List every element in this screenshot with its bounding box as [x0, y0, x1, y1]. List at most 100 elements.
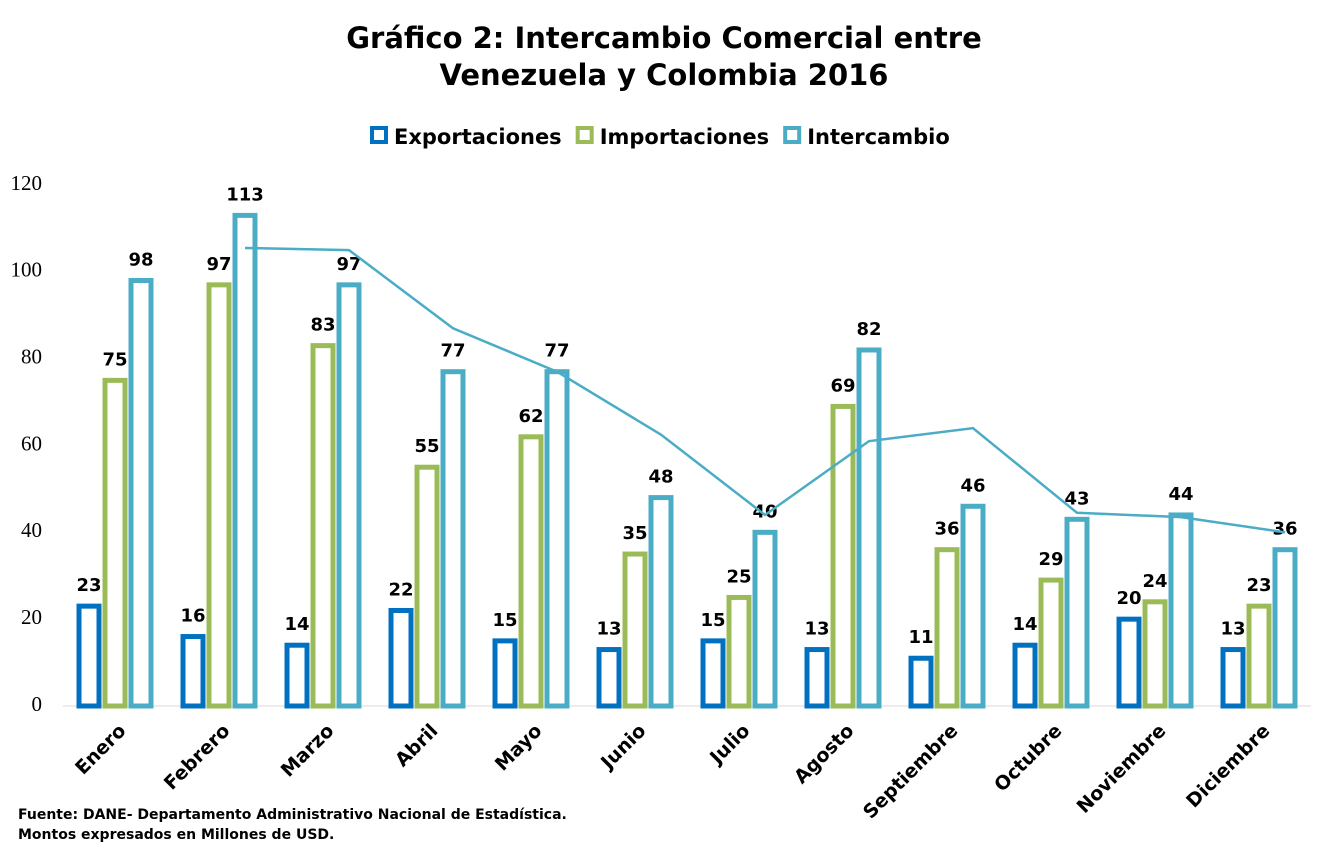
legend-label: Intercambio	[807, 125, 950, 149]
data-label: 23	[1246, 575, 1271, 596]
bar	[232, 212, 258, 709]
bar	[206, 282, 232, 709]
x-tick-label: Marzo	[277, 720, 339, 782]
x-tick-label: Diciembre	[1182, 720, 1274, 812]
data-label: 14	[284, 614, 309, 635]
bar	[102, 377, 128, 709]
data-label: 22	[388, 579, 413, 600]
legend-marker	[370, 126, 388, 144]
legend-marker	[783, 126, 802, 144]
bar	[1038, 577, 1064, 709]
chart-title: Venezuela y Colombia 2016	[439, 58, 888, 92]
bar	[908, 655, 934, 709]
legend-marker	[575, 126, 594, 144]
data-label: 82	[856, 319, 881, 340]
data-label: 15	[700, 610, 725, 631]
bar	[700, 638, 726, 709]
data-label: 20	[1116, 588, 1141, 609]
bar	[726, 594, 752, 709]
bar	[1168, 512, 1194, 709]
x-tick-label: Enero	[71, 720, 130, 779]
data-label: 11	[908, 627, 933, 648]
bar	[414, 464, 440, 709]
data-label: 83	[310, 315, 335, 336]
data-label: 13	[1220, 619, 1245, 640]
bar	[1116, 616, 1142, 709]
bar	[310, 343, 336, 709]
bar	[336, 282, 362, 709]
data-label: 15	[492, 610, 517, 631]
data-label: 29	[1038, 549, 1063, 570]
bar	[960, 503, 986, 709]
bar	[1012, 642, 1038, 709]
bar	[128, 278, 154, 709]
y-tick-label: 60	[21, 431, 42, 455]
bar	[518, 434, 544, 709]
bar	[856, 347, 882, 709]
bar	[1272, 547, 1298, 709]
data-label: 77	[544, 341, 569, 362]
bar	[934, 547, 960, 709]
bar	[648, 495, 674, 709]
data-label: 97	[206, 254, 231, 275]
bar	[830, 403, 856, 709]
y-tick-label: 100	[11, 258, 43, 282]
data-label: 55	[414, 436, 439, 457]
y-tick-label: 80	[21, 344, 42, 368]
data-label: 43	[1064, 488, 1089, 509]
y-tick-label: 0	[32, 692, 43, 716]
bar	[492, 638, 518, 709]
data-label: 97	[336, 254, 361, 275]
data-label: 98	[128, 250, 153, 271]
y-tick-label: 120	[11, 171, 43, 195]
legend-label: Exportaciones	[394, 125, 562, 149]
data-label: 44	[1168, 484, 1193, 505]
x-tick-label: Agosto	[790, 720, 858, 788]
bar	[752, 529, 778, 709]
footnote: Fuente: DANE- Departamento Administrativ…	[18, 807, 567, 823]
data-label: 23	[76, 575, 101, 596]
x-tick-label: Febrero	[160, 720, 235, 795]
data-label: 25	[726, 566, 751, 587]
bar	[180, 634, 206, 709]
bar	[76, 603, 102, 709]
trend-line	[244, 246, 1286, 534]
chart-title: Gráfico 2: Intercambio Comercial entre	[346, 21, 982, 55]
bar	[1246, 603, 1272, 709]
data-label: 24	[1142, 571, 1167, 592]
data-label: 14	[1012, 614, 1037, 635]
footnote: Montos expresados en Millones de USD.	[18, 827, 334, 843]
data-label: 36	[1272, 519, 1297, 540]
legend-label: Importaciones	[600, 125, 770, 149]
bar	[440, 369, 466, 709]
y-tick-label: 40	[21, 518, 42, 542]
y-tick-label: 20	[21, 605, 42, 629]
data-label: 13	[596, 619, 621, 640]
data-label: 113	[226, 184, 264, 205]
data-label: 48	[648, 467, 673, 488]
bar	[284, 642, 310, 709]
bar	[804, 647, 830, 709]
bar	[1220, 647, 1246, 709]
data-label: 35	[622, 523, 647, 544]
data-label: 69	[830, 375, 855, 396]
bar	[1142, 599, 1168, 709]
x-tick-label: Octubre	[990, 720, 1066, 796]
x-tick-label: Septiembre	[859, 720, 962, 823]
x-tick-label: Abril	[391, 720, 442, 771]
data-label: 75	[102, 349, 127, 370]
x-tick-label: Mayo	[491, 720, 547, 776]
x-tick-label: Noviembre	[1073, 720, 1171, 818]
data-label: 16	[180, 606, 205, 627]
data-label: 77	[440, 341, 465, 362]
bar	[596, 647, 622, 709]
data-label: 40	[752, 501, 777, 522]
bar	[388, 607, 414, 709]
x-tick-label: Junio	[595, 720, 650, 775]
data-label: 13	[804, 619, 829, 640]
x-tick-label: Julio	[704, 720, 754, 770]
data-label: 46	[960, 475, 985, 496]
data-label: 62	[518, 406, 543, 427]
bar	[1064, 516, 1090, 709]
